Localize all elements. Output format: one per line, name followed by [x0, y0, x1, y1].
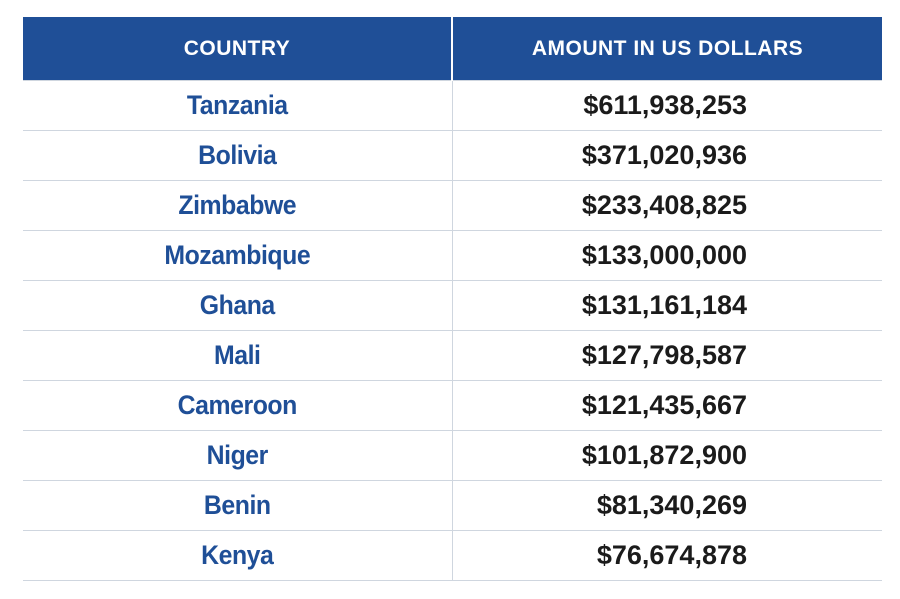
amount-cell: $101,872,900 — [452, 430, 882, 481]
amount-cell: $133,000,000 — [452, 230, 882, 281]
country-cell: Bolivia — [40, 130, 436, 181]
country-cell: Kenya — [40, 530, 436, 581]
table-row: Bolivia $371,020,936 — [23, 130, 882, 181]
country-cell: Benin — [40, 480, 436, 531]
amount-cell: $81,340,269 — [452, 480, 882, 531]
country-cell: Tanzania — [40, 80, 436, 131]
table-row: Niger $101,872,900 — [23, 430, 882, 481]
country-cell: Mali — [40, 330, 436, 381]
table-row: Zimbabwe $233,408,825 — [23, 180, 882, 231]
country-cell: Zimbabwe — [40, 180, 436, 231]
country-cell: Cameroon — [40, 380, 436, 431]
country-cell: Mozambique — [40, 230, 436, 281]
table-row: Tanzania $611,938,253 — [23, 80, 882, 131]
amount-cell: $611,938,253 — [452, 80, 882, 131]
amount-cell: $371,020,936 — [452, 130, 882, 181]
country-column-header: COUNTRY — [23, 17, 453, 81]
table-row: Mozambique $133,000,000 — [23, 230, 882, 281]
amount-cell: $76,674,878 — [452, 530, 882, 581]
country-cell: Ghana — [40, 280, 436, 331]
country-cell: Niger — [40, 430, 436, 481]
table-row: Ghana $131,161,184 — [23, 280, 882, 331]
country-amount-table-container: COUNTRY AMOUNT IN US DOLLARS Tanzania $6… — [23, 17, 882, 581]
country-amount-table: COUNTRY AMOUNT IN US DOLLARS Tanzania $6… — [23, 17, 882, 581]
amount-cell: $127,798,587 — [452, 330, 882, 381]
amount-column-header: AMOUNT IN US DOLLARS — [452, 17, 882, 81]
amount-cell: $121,435,667 — [452, 380, 882, 431]
table-header-row: COUNTRY AMOUNT IN US DOLLARS — [23, 17, 882, 81]
table-row: Cameroon $121,435,667 — [23, 380, 882, 431]
table-row: Kenya $76,674,878 — [23, 530, 882, 581]
table-row: Benin $81,340,269 — [23, 480, 882, 531]
amount-cell: $131,161,184 — [452, 280, 882, 331]
table-row: Mali $127,798,587 — [23, 330, 882, 381]
amount-cell: $233,408,825 — [452, 180, 882, 231]
